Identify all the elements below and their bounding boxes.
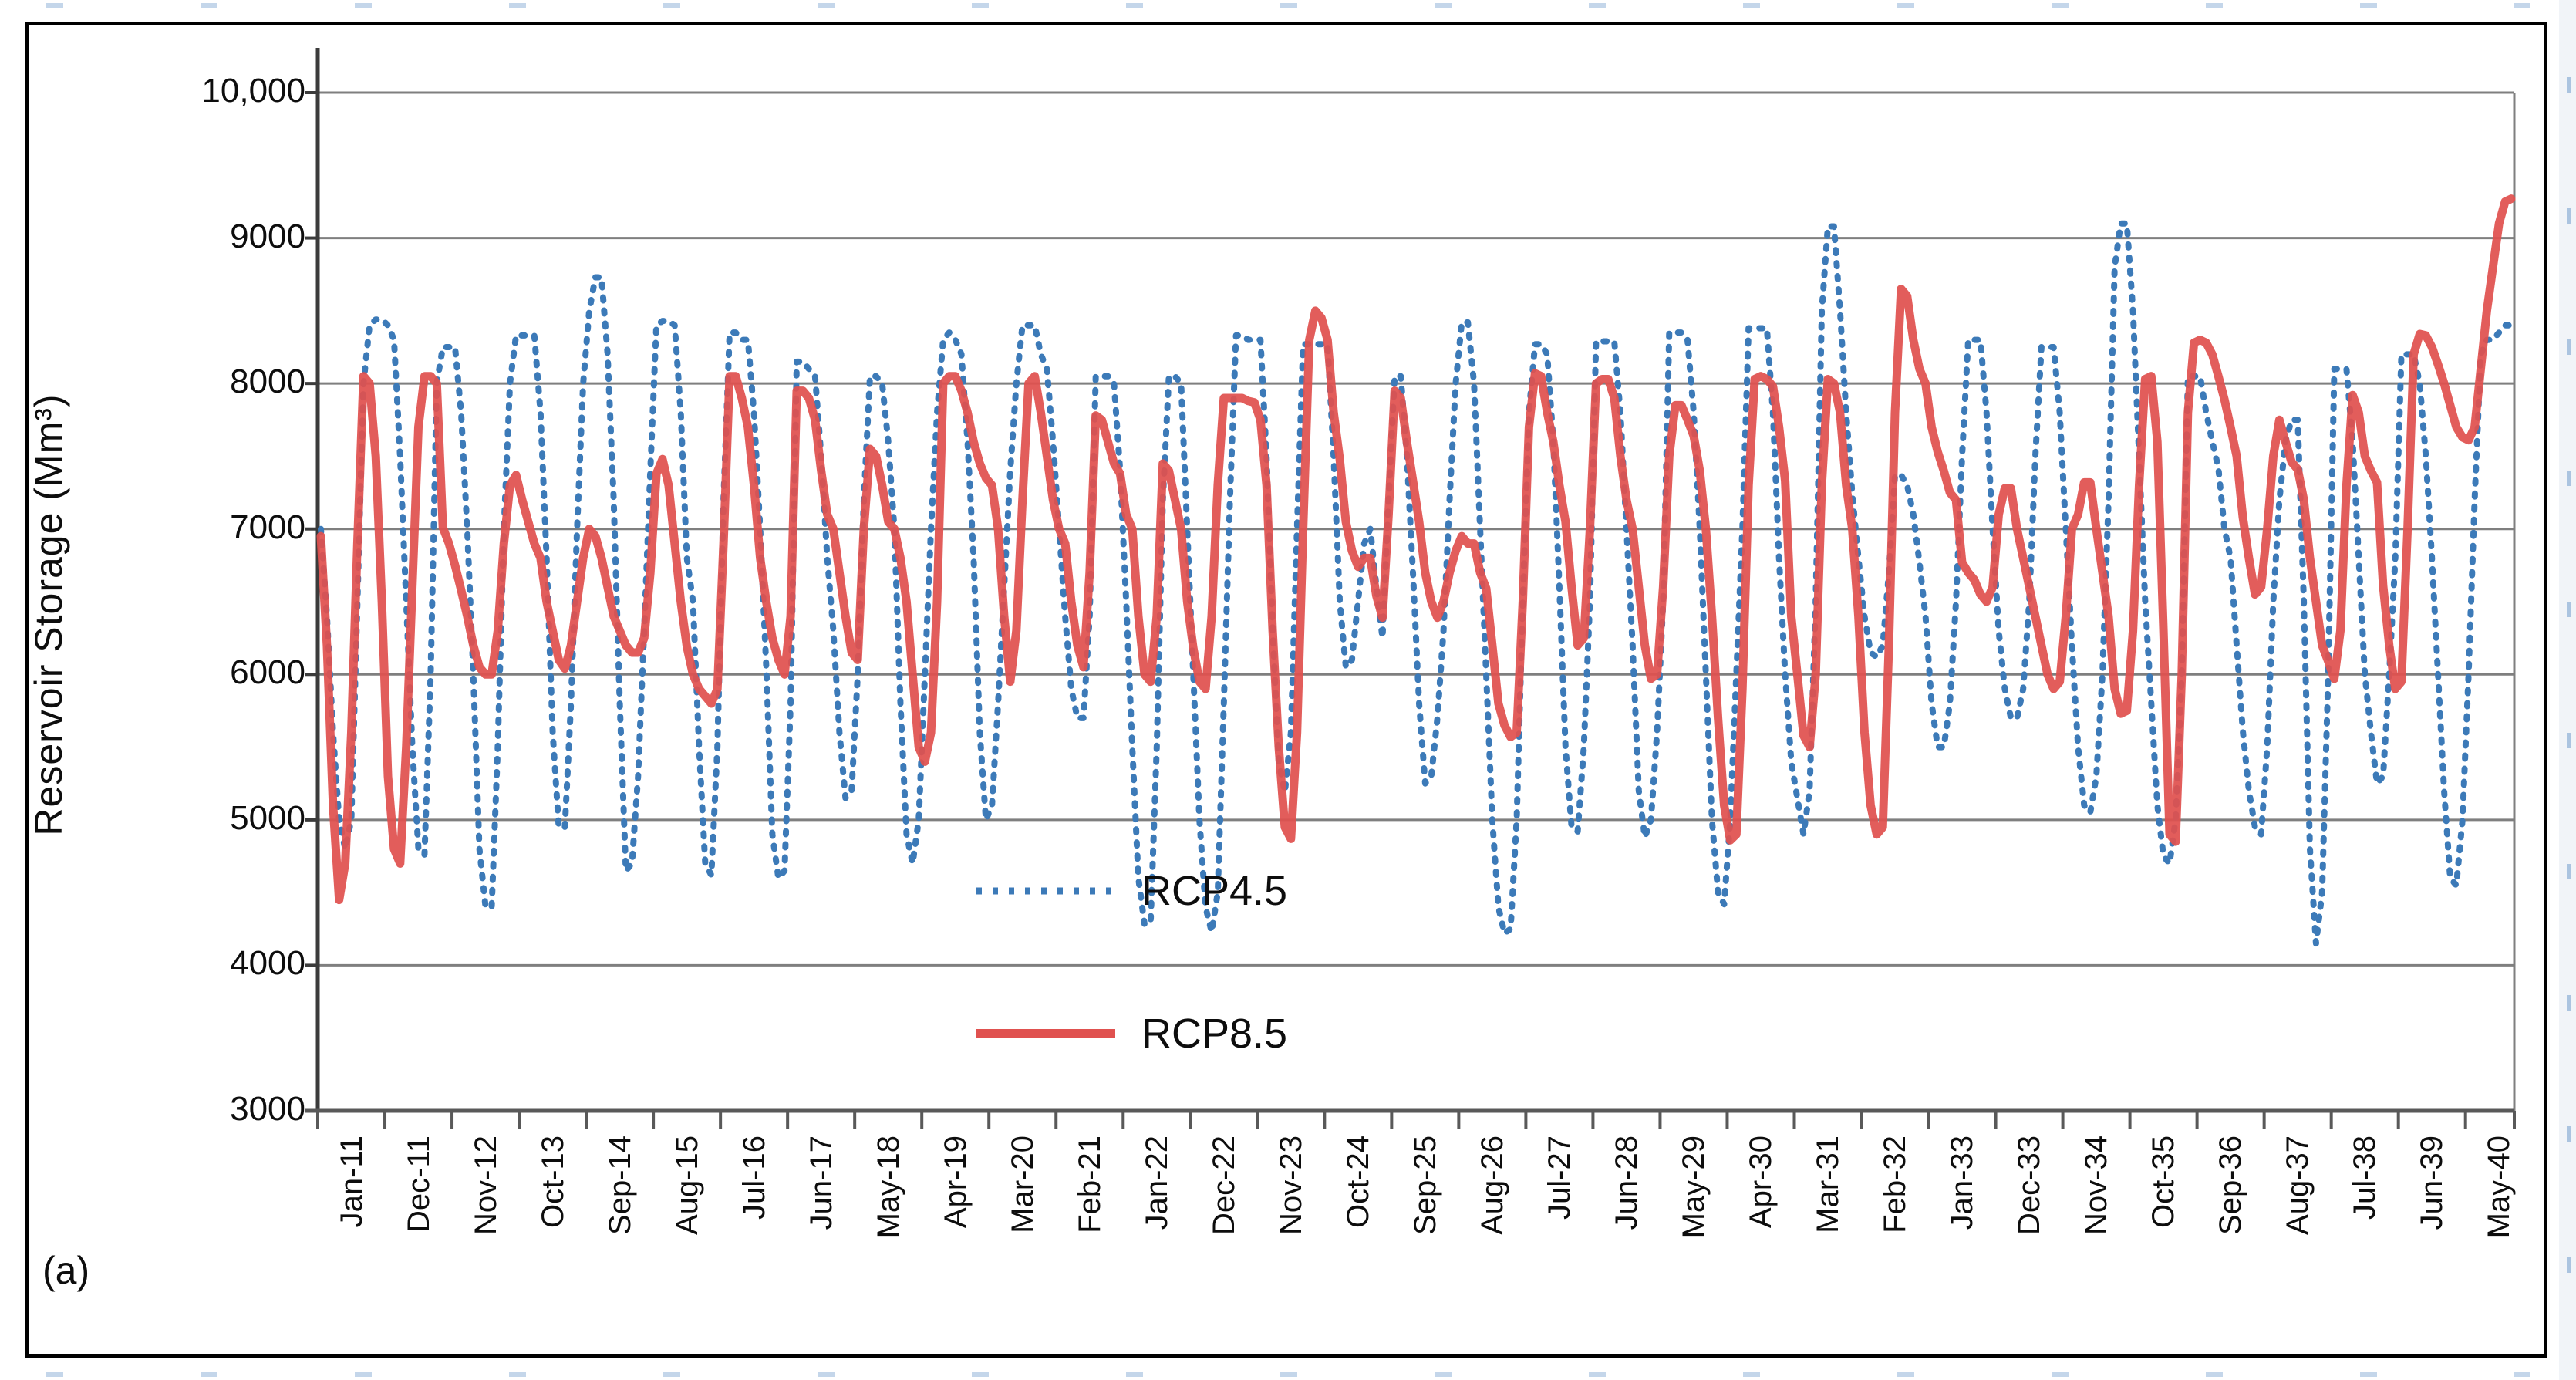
x-axis-tick-label: Feb-21 [1072,1135,1107,1233]
x-axis-tick-label: Mar-20 [1005,1135,1040,1233]
x-axis-tick-label: Jul-27 [1542,1135,1576,1220]
legend-label-rcp45: RCP4.5 [1141,868,1288,914]
x-axis-tick-label: Sep-36 [2214,1135,2248,1235]
x-axis-tick-label: Feb-32 [1878,1135,1913,1233]
x-axis-tick-label: Jun-17 [804,1135,838,1230]
x-axis-tick-label: Dec-33 [2012,1135,2047,1235]
x-axis-tick-label: Apr-30 [1743,1135,1778,1229]
y-axis-tick-label: 6000 [230,653,305,692]
x-axis-tick-label: Dec-11 [401,1135,436,1233]
x-axis-tick-label: Oct-35 [2146,1135,2181,1229]
x-axis-tick-label: May-29 [1676,1135,1711,1239]
legend-label-rcp85: RCP8.5 [1141,1011,1288,1057]
x-axis-tick-label: Oct-13 [535,1135,570,1229]
y-axis-tick-label: 7000 [230,508,305,546]
y-axis-tick-label: 9000 [230,217,305,255]
legend: RCP4.5 RCP8.5 [973,864,1452,1149]
x-axis-tick-label: Jan-33 [1945,1135,1980,1230]
rcp45-dotted-line-sample [976,887,1115,895]
x-axis-tick-label: Mar-31 [1811,1135,1845,1233]
x-axis-tick-label: Jul-16 [737,1135,771,1220]
x-axis-tick-label: Dec-22 [1206,1135,1241,1235]
x-axis-tick-label: Jul-38 [2348,1135,2382,1220]
legend-item-rcp85: RCP8.5 [973,1007,1452,1061]
x-axis-tick-label: Aug-15 [669,1135,704,1235]
x-axis-tick-label: Aug-37 [2281,1135,2315,1235]
x-axis-tick-label: May-40 [2482,1135,2517,1239]
x-axis-tick-label: Sep-14 [602,1135,637,1235]
x-axis-tick-label: Nov-12 [468,1135,503,1235]
x-axis-tick-label: Nov-34 [2079,1135,2114,1235]
x-axis-tick-label: Jan-22 [1139,1135,1174,1230]
y-axis-tick-label: 4000 [230,944,305,983]
series-line-rcp45 [318,220,2514,947]
x-axis-tick-label: Apr-19 [938,1135,973,1229]
rcp85-solid-line-sample [976,1029,1115,1038]
x-axis-tick-label: Oct-24 [1340,1135,1375,1229]
y-axis-tick-label: 8000 [230,363,305,401]
x-axis-tick-label: Jun-28 [1609,1135,1644,1230]
series-line-rcp85 [316,194,2516,905]
x-axis-tick-label: Sep-25 [1408,1135,1442,1235]
y-axis-tick-label: 5000 [230,798,305,837]
y-axis-title: Reservoir Storage (Mm³) [27,393,70,836]
x-axis-tick-label: Jun-39 [2415,1135,2450,1230]
x-axis-tick-label: Aug-26 [1475,1135,1509,1235]
figure-panel-label: (a) [42,1249,90,1292]
legend-item-rcp45: RCP4.5 [973,864,1452,918]
x-axis-tick-label: Jan-11 [334,1135,369,1228]
x-axis-tick-label: May-18 [871,1135,905,1239]
y-axis-tick-label: 3000 [230,1090,305,1128]
y-axis-tick-label: 10,000 [201,72,305,110]
x-axis-tick-label: Nov-23 [1273,1135,1308,1235]
